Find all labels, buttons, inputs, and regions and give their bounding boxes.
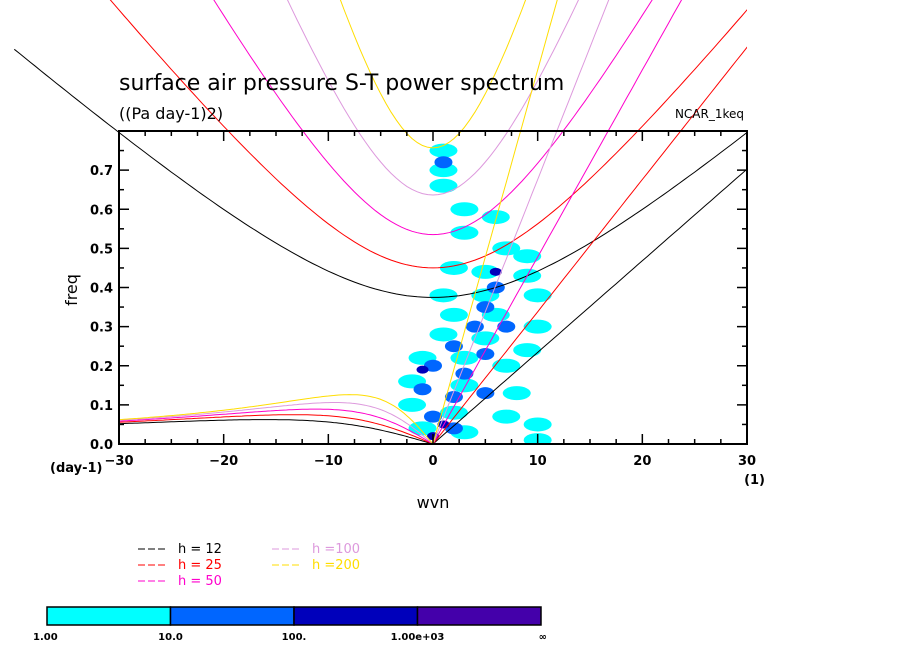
x-tick-label: −10 bbox=[314, 454, 343, 469]
power-blob bbox=[429, 163, 458, 178]
colorbar-label: 10.0 bbox=[158, 632, 183, 643]
power-blob bbox=[424, 359, 442, 372]
x-tick-label: −30 bbox=[105, 454, 134, 469]
x-axis-label: wvn bbox=[417, 493, 450, 512]
inertia-gravity-curve bbox=[213, 0, 653, 236]
rossby-wave-curve bbox=[118, 408, 434, 444]
y-tick-label: 0.6 bbox=[90, 203, 113, 218]
power-blob bbox=[439, 307, 468, 322]
power-blob bbox=[492, 358, 521, 373]
rossby-wave-curve bbox=[118, 394, 434, 444]
legend-label: h = 25 bbox=[178, 558, 222, 573]
rossby-wave-curve bbox=[118, 402, 434, 444]
colorbar-swatch bbox=[169, 606, 295, 626]
colorbar-swatch bbox=[46, 606, 172, 626]
power-blob bbox=[439, 260, 468, 275]
power-blob bbox=[476, 348, 495, 361]
y-axis-label: freq bbox=[62, 274, 81, 306]
power-blob bbox=[492, 241, 521, 256]
power-blob bbox=[481, 210, 510, 225]
legend-label: h = 12 bbox=[178, 542, 222, 557]
plot-frame bbox=[118, 130, 748, 445]
x-tick-label: 10 bbox=[529, 454, 547, 469]
power-blob bbox=[416, 365, 429, 374]
power-blob bbox=[398, 397, 427, 412]
power-blob bbox=[471, 331, 500, 346]
power-blob bbox=[450, 202, 479, 217]
y-tick-label: 0.0 bbox=[90, 438, 113, 453]
kelvin-wave-curve bbox=[432, 0, 610, 444]
x-units-label: (1) bbox=[744, 473, 765, 488]
chart-title: surface air pressure S-T power spectrum bbox=[119, 71, 564, 96]
y-tick-label: 0.1 bbox=[90, 399, 113, 414]
power-blob bbox=[497, 320, 516, 333]
power-blob bbox=[408, 421, 437, 436]
power-blob bbox=[513, 249, 542, 264]
power-blob bbox=[434, 156, 453, 169]
y-tick-label: 0.3 bbox=[90, 321, 113, 336]
y-tick-label: 0.5 bbox=[90, 242, 113, 257]
inertia-gravity-curve bbox=[286, 0, 580, 196]
power-blob bbox=[523, 288, 552, 303]
power-blob bbox=[429, 327, 458, 342]
power-contours bbox=[398, 143, 552, 444]
colorbar-swatch bbox=[416, 606, 542, 626]
colorbar-swatch bbox=[293, 606, 419, 626]
x-tick-label: 30 bbox=[738, 454, 756, 469]
axis-ticks bbox=[118, 130, 748, 445]
power-blob bbox=[429, 178, 458, 193]
power-blob bbox=[450, 350, 479, 365]
inertia-gravity-curve bbox=[339, 0, 527, 149]
power-blob bbox=[424, 410, 442, 423]
chart-annotation: NCAR_1keq bbox=[675, 107, 744, 121]
power-blob bbox=[413, 383, 432, 396]
colorbar: 1.00 10.0 100. 1.00e+03 ∞ bbox=[33, 606, 547, 643]
inertia-gravity-curve bbox=[109, 0, 747, 269]
colorbar-label: 1.00 bbox=[33, 632, 58, 643]
kelvin-wave-curve bbox=[432, 168, 747, 444]
x-tick-labels: −30 −20 −10 0 10 20 30 bbox=[105, 454, 757, 469]
y-tick-label: 0.2 bbox=[90, 360, 113, 375]
power-blob bbox=[471, 264, 500, 279]
power-blob bbox=[476, 301, 495, 314]
power-blob bbox=[489, 267, 502, 276]
power-blob bbox=[476, 387, 495, 400]
rossby-wave-curve bbox=[118, 419, 434, 444]
kelvin-wave-curve bbox=[432, 0, 683, 444]
y-tick-label: 0.7 bbox=[90, 164, 113, 179]
power-blob bbox=[465, 320, 484, 333]
kelvin-wave-curve bbox=[432, 46, 747, 444]
rossby-wave-curve bbox=[118, 414, 434, 444]
chart-subtitle: ((Pa day-1)2) bbox=[119, 104, 223, 123]
inertia-gravity-curve bbox=[13, 48, 747, 298]
legend-label: h =200 bbox=[312, 558, 360, 573]
power-blob bbox=[502, 386, 531, 401]
power-blob bbox=[513, 343, 542, 358]
power-blob bbox=[450, 225, 479, 240]
power-blob bbox=[492, 409, 521, 424]
power-blob bbox=[429, 288, 458, 303]
kelvin-wave-curve bbox=[432, 0, 558, 444]
x-tick-label: 20 bbox=[633, 454, 651, 469]
legend-label: h =100 bbox=[312, 542, 360, 557]
y-tick-labels: 0.0 0.1 0.2 0.3 0.4 0.5 0.6 0.7 bbox=[90, 164, 113, 453]
dispersion-curves bbox=[13, 0, 747, 444]
y-tick-label: 0.4 bbox=[90, 282, 113, 297]
colorbar-label: 1.00e+03 bbox=[391, 632, 445, 643]
colorbar-label: 100. bbox=[282, 632, 307, 643]
power-blob bbox=[523, 319, 552, 334]
power-blob bbox=[523, 417, 552, 432]
power-blob bbox=[444, 422, 463, 435]
x-tick-label: −20 bbox=[209, 454, 238, 469]
colorbar-label: ∞ bbox=[539, 632, 547, 643]
power-blob bbox=[444, 391, 463, 404]
power-blob bbox=[455, 367, 474, 380]
power-blob bbox=[444, 340, 463, 353]
y-units-label: (day-1) bbox=[50, 461, 102, 476]
x-tick-label: 0 bbox=[428, 454, 437, 469]
legend-label: h = 50 bbox=[178, 574, 222, 589]
